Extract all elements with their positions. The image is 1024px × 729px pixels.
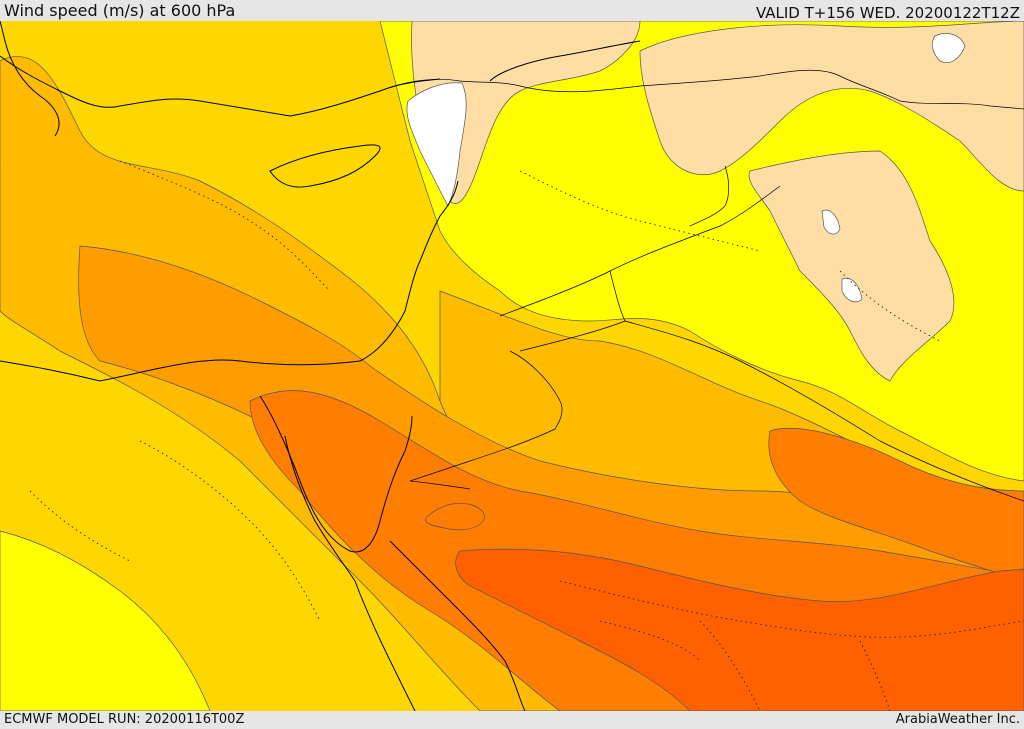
contour-fill-yellow-northeast (379, 21, 1024, 482)
header-bar: Wind speed (m/s) at 600 hPa VALID T+156 … (0, 0, 1024, 22)
coastlines (0, 21, 641, 711)
contour-fill-white-small-2 (821, 209, 841, 235)
contour-fill-dark-orange-blob (425, 502, 485, 531)
dotted-boundaries (29, 160, 1024, 711)
map-title: Wind speed (m/s) at 600 hPa (4, 1, 236, 20)
contour-fill-red-orange (455, 548, 1024, 711)
country-borders (379, 69, 1024, 502)
contour-fill-white-small (931, 33, 966, 63)
contour-fill-wheat-iraq (748, 150, 955, 382)
wind-speed-map (0, 21, 1024, 711)
contour-fill-wheat-east (639, 21, 1024, 192)
contour-fill-white-small-3 (841, 277, 863, 303)
contour-fill-white (406, 82, 467, 207)
provider-credit: ArabiaWeather Inc. (895, 712, 1020, 727)
contour-fill-yellow-southwest (0, 530, 211, 711)
model-run-label: ECMWF MODEL RUN: 20200116T00Z (4, 712, 245, 727)
valid-time: VALID T+156 WED. 20200122T12Z (755, 4, 1020, 22)
footer-bar: ECMWF MODEL RUN: 20200116T00Z ArabiaWeat… (0, 711, 1024, 729)
contour-fill-dark-orange-east (768, 428, 1024, 582)
